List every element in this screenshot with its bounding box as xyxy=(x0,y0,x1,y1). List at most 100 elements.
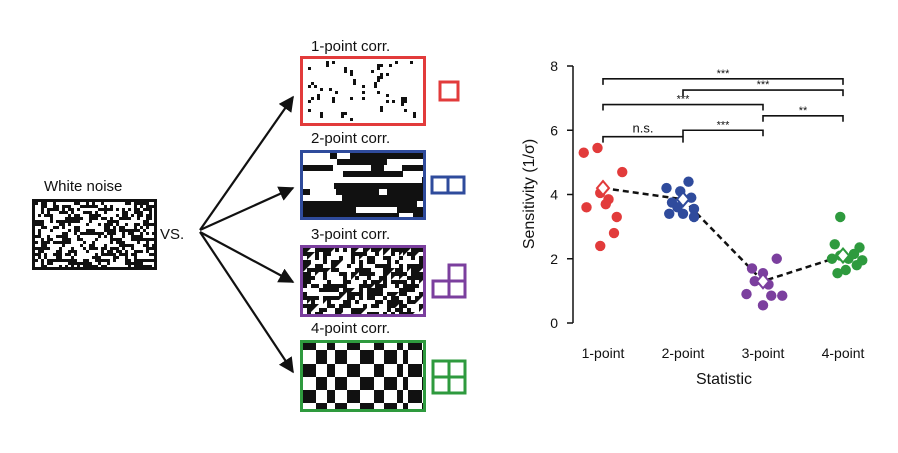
noise-pixel xyxy=(77,229,80,232)
noise-pixel xyxy=(110,232,113,235)
noise-pixel xyxy=(41,265,44,267)
sparse-pixel xyxy=(308,109,311,112)
noise-pixel xyxy=(146,259,149,262)
sparse-pixel xyxy=(380,64,383,67)
triangle-pixel xyxy=(331,296,335,300)
noise-pixel xyxy=(77,226,80,229)
noise-pixel xyxy=(140,259,143,262)
sparse-pixel xyxy=(392,100,395,103)
stripe-segment xyxy=(373,183,402,189)
noise-pixel xyxy=(131,238,134,241)
noise-pixel xyxy=(116,208,119,211)
noise-pixel xyxy=(59,259,62,262)
noise-pixel xyxy=(35,223,38,226)
triangle-pixel xyxy=(307,272,311,276)
stripe-segment xyxy=(303,201,339,207)
noise-pixel xyxy=(68,253,71,256)
x-tick-label: 4-point xyxy=(822,345,865,361)
noise-pixel xyxy=(110,235,113,238)
triangle-pixel xyxy=(307,280,311,284)
noise-pixel xyxy=(143,220,146,223)
data-point xyxy=(578,147,589,158)
triangle-pixel xyxy=(315,312,319,314)
noise-pixel xyxy=(53,259,56,262)
noise-pixel xyxy=(59,235,62,238)
checker-cell xyxy=(347,390,360,403)
checker-cell xyxy=(384,350,397,364)
triangle-pixel xyxy=(363,284,367,288)
noise-pixel xyxy=(110,253,113,256)
triangle-pixel xyxy=(363,272,367,276)
triangle-pixel xyxy=(367,296,371,300)
white-noise-texture xyxy=(32,199,157,270)
noise-pixel xyxy=(47,208,50,211)
noise-pixel xyxy=(122,247,125,250)
data-point xyxy=(832,268,843,279)
noise-pixel xyxy=(107,259,110,262)
noise-pixel xyxy=(92,247,95,250)
noise-pixel xyxy=(122,241,125,244)
noise-pixel xyxy=(110,241,113,244)
triangle-pixel xyxy=(383,272,387,276)
data-point xyxy=(749,276,760,287)
noise-pixel xyxy=(131,232,134,235)
stripe-segment xyxy=(387,189,423,195)
noise-pixel xyxy=(50,208,53,211)
noise-pixel xyxy=(143,223,146,226)
noise-pixel xyxy=(149,208,152,211)
noise-pixel xyxy=(95,253,98,256)
triangle-pixel xyxy=(343,248,347,252)
y-tick-label: 4 xyxy=(550,187,558,203)
triangle-pixel xyxy=(367,260,371,264)
noise-pixel xyxy=(92,214,95,217)
sparse-pixel xyxy=(335,91,338,94)
checker-cell xyxy=(397,390,403,403)
noise-pixel xyxy=(140,238,143,241)
stripe-segment xyxy=(378,195,410,201)
stripe-segment xyxy=(372,189,379,195)
noise-pixel xyxy=(62,220,65,223)
noise-pixel xyxy=(53,205,56,208)
noise-pixel xyxy=(95,232,98,235)
checker-cell xyxy=(374,390,384,403)
noise-pixel xyxy=(80,217,83,220)
noise-pixel xyxy=(71,259,74,262)
stripe-segment xyxy=(343,171,376,177)
triangle-pixel xyxy=(395,248,399,252)
noise-pixel xyxy=(134,223,137,226)
triangle-pixel xyxy=(359,260,363,264)
noise-pixel xyxy=(62,205,65,208)
noise-pixel xyxy=(83,232,86,235)
triangle-pixel xyxy=(383,256,387,260)
sparse-pixel xyxy=(386,100,389,103)
noise-pixel xyxy=(59,241,62,244)
noise-pixel xyxy=(137,262,140,265)
noise-pixel xyxy=(104,259,107,262)
triangle-pixel xyxy=(323,308,327,312)
triangle-pixel xyxy=(319,288,323,292)
sparse-pixel xyxy=(350,118,353,121)
noise-pixel xyxy=(125,256,128,259)
significance-bracket xyxy=(602,135,684,143)
checker-cell xyxy=(360,403,374,409)
triangle-pixel xyxy=(403,280,407,284)
triangle-pixel xyxy=(327,288,331,292)
noise-pixel xyxy=(119,217,122,220)
noise-pixel xyxy=(98,262,101,265)
triangle-pixel xyxy=(367,272,371,276)
stripe-segment xyxy=(380,201,403,207)
noise-pixel xyxy=(35,202,38,205)
triangle-pixel xyxy=(335,288,339,292)
stripe-segment xyxy=(303,213,310,217)
data-point xyxy=(661,182,672,194)
sparse-pixel xyxy=(386,73,389,76)
noise-pixel xyxy=(68,214,71,217)
noise-pixel xyxy=(98,232,101,235)
triangle-pixel xyxy=(383,276,387,280)
sparse-pixel xyxy=(362,85,365,88)
noise-pixel xyxy=(134,229,137,232)
triangle-pixel xyxy=(319,264,323,268)
noise-pixel xyxy=(59,253,62,256)
stripe-segment xyxy=(352,159,387,165)
noise-pixel xyxy=(56,226,59,229)
